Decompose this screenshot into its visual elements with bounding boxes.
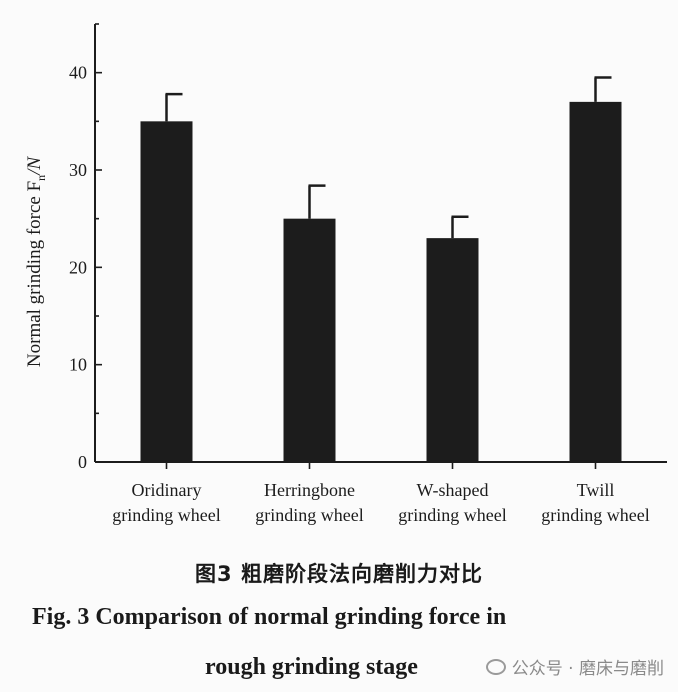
chart-labels: 0 10 20 30 40 Normal grinding force Fn/N Oridi… bbox=[24, 63, 650, 525]
x-tick-label: Twill bbox=[577, 480, 615, 500]
caption-chinese: 图3 粗磨阶段法向磨削力对比 bbox=[195, 562, 483, 586]
caption-english-line1: Fig. 3 Comparison of normal grinding for… bbox=[32, 604, 507, 630]
y-tick-label: 40 bbox=[69, 63, 87, 83]
y-tick-label: 10 bbox=[69, 355, 87, 375]
x-tick-label: Herringbone bbox=[264, 480, 355, 500]
x-tick-label: grinding wheel bbox=[112, 505, 220, 525]
y-tick-label: 0 bbox=[78, 452, 87, 472]
x-tick-label: grinding wheel bbox=[541, 505, 649, 525]
y-tick-label: 30 bbox=[69, 160, 87, 180]
chart-bars bbox=[140, 76, 622, 462]
caption-english-line2: rough grinding stage bbox=[205, 654, 418, 680]
bar bbox=[569, 101, 622, 462]
x-tick-label: W-shaped bbox=[417, 480, 489, 500]
y-axis-label-unit: /N bbox=[24, 156, 45, 176]
wechat-icon bbox=[485, 658, 506, 675]
y-axis-label-subscript: n bbox=[34, 175, 48, 181]
y-axis-label-main: Normal grinding force F bbox=[24, 181, 45, 367]
x-tick-label: grinding wheel bbox=[398, 505, 506, 525]
y-tick-label: 20 bbox=[69, 257, 87, 277]
x-tick-label: Oridinary bbox=[132, 480, 202, 500]
bar bbox=[140, 121, 193, 462]
bar bbox=[283, 218, 336, 462]
watermark: 公众号 · 磨床与磨削 bbox=[485, 654, 664, 679]
bar bbox=[426, 238, 479, 462]
bar-chart: 0 10 20 30 40 Normal grinding force Fn/N Oridi… bbox=[24, 23, 667, 525]
x-tick-label: grinding wheel bbox=[255, 505, 363, 525]
watermark-text: 公众号 · 磨床与磨削 bbox=[511, 659, 664, 679]
y-axis-label: Normal grinding force Fn/N bbox=[24, 156, 48, 368]
